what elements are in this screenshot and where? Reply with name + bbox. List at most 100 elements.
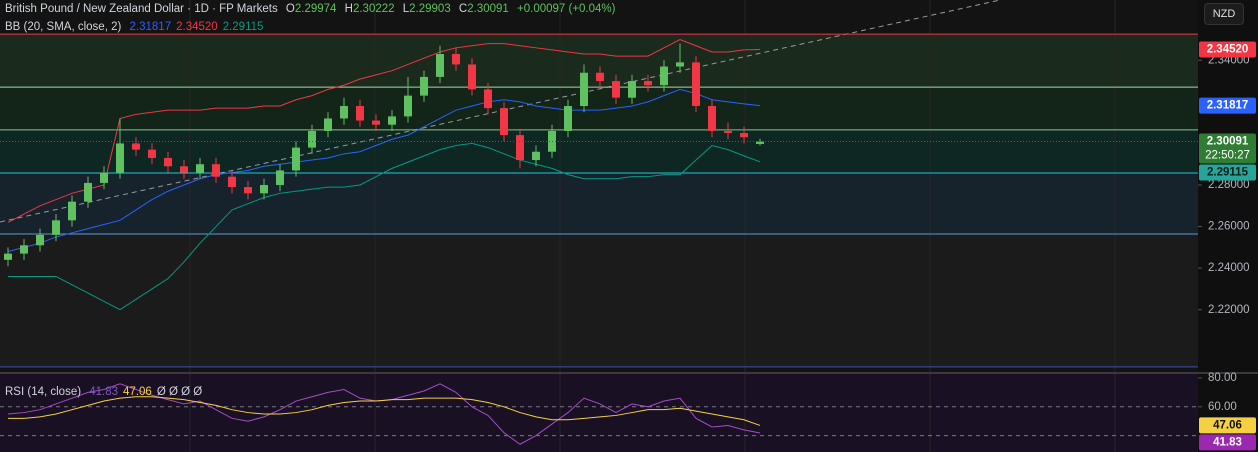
price-badge	[1199, 164, 1256, 181]
candle-body	[756, 141, 764, 144]
candle-body	[692, 62, 700, 107]
candle-body	[68, 201, 76, 221]
price-badge-sublabel: 22:50:27	[1205, 150, 1250, 162]
candle-body	[164, 157, 172, 167]
change: +0.00097 (+0.04%)	[517, 3, 616, 15]
candle-body	[20, 245, 28, 254]
y-tick-label: 2.22000	[1208, 304, 1250, 316]
level-zone	[0, 87, 1198, 130]
ohlc-value: 2.29974	[294, 3, 337, 15]
series-line	[8, 396, 761, 426]
candle-body	[452, 54, 460, 65]
candle-body	[260, 185, 268, 194]
level-zone	[0, 234, 1198, 367]
candle-body	[420, 76, 428, 96]
candle-body	[212, 164, 220, 177]
indicator-value: 2.34520	[176, 21, 218, 33]
ohlc-value: 2.30222	[352, 3, 395, 15]
candle-body	[180, 166, 188, 173]
rsi-legend: RSI (14, close) 41.83 47.06 Ø Ø Ø Ø	[5, 386, 207, 398]
symbol: British Pound / New Zealand Dollar · 1D …	[5, 3, 278, 15]
level-zone	[0, 172, 1198, 235]
candle-body	[644, 81, 652, 86]
y-tick-label: 2.26000	[1208, 221, 1250, 233]
candle-body	[308, 130, 316, 148]
status-line: British Pound / New Zealand Dollar · 1D …	[5, 3, 620, 15]
ohlc-key: L	[402, 3, 410, 15]
candle-body	[660, 66, 668, 86]
price-badge-label: 2.29115	[1207, 167, 1249, 179]
indicator-value: 41.83	[89, 386, 119, 398]
price-badge	[1199, 133, 1256, 164]
indicator-value: 2.31817	[129, 21, 172, 33]
candle-body	[708, 106, 716, 131]
series-line	[7, 88, 761, 253]
candle-body	[740, 133, 748, 138]
currency-button[interactable]: NZD	[1204, 3, 1244, 25]
candle-body	[116, 143, 124, 173]
price-badge-label: 2.30091	[1207, 136, 1249, 148]
candle-body	[564, 106, 572, 131]
candle-body	[724, 130, 732, 134]
zones	[0, 34, 1198, 367]
price-badge-label: 41.83	[1213, 436, 1242, 448]
candle-body	[404, 95, 412, 117]
candle-body	[100, 172, 108, 183]
candle-body	[612, 81, 620, 98]
candle-body	[596, 72, 604, 82]
candle-body	[84, 182, 92, 202]
candle-body	[532, 151, 540, 161]
ohlc-value: 2.29903	[409, 3, 451, 15]
candle-body	[356, 106, 364, 121]
indicator-name: BB (20, SMA, close, 2)	[5, 21, 122, 33]
indicator-value: 47.06	[123, 386, 152, 398]
candle-body	[468, 64, 476, 90]
price-badge-label: 2.31817	[1207, 100, 1249, 112]
bb-legend: BB (20, SMA, close, 2) 2.31817 2.34520 2.2…	[5, 21, 268, 33]
candle-body	[388, 116, 396, 125]
price-badge-label: 2.34520	[1207, 44, 1249, 56]
candle-body	[196, 164, 204, 173]
y-tick-label: 2.24000	[1208, 262, 1250, 274]
price-axis	[1198, 0, 1258, 452]
candle-body	[340, 106, 348, 119]
y-tick-label: 60.00	[1208, 401, 1237, 413]
ohlc-key: C	[458, 3, 468, 15]
level-zone	[0, 129, 1198, 173]
ohlc-value: 2.30091	[467, 3, 509, 15]
candle-body	[292, 147, 300, 171]
y-tick-label: 80.00	[1208, 372, 1237, 384]
candle-body	[500, 108, 508, 136]
rsi-pane	[0, 374, 1198, 452]
series-line	[7, 38, 761, 223]
ohlc-key: H	[344, 3, 353, 15]
candle-body	[484, 89, 492, 109]
indicator-name: RSI (14, close)	[5, 386, 82, 398]
price-badge	[1199, 434, 1256, 451]
indicator-value: 2.29115	[222, 21, 264, 33]
candle-body	[36, 234, 44, 246]
candle-body	[52, 220, 60, 235]
candle-body	[372, 120, 380, 125]
candle-body	[132, 143, 140, 150]
candle-body	[228, 176, 236, 188]
price-badge	[1199, 41, 1256, 58]
price-badge	[1199, 97, 1256, 114]
ohlc-key: O	[285, 3, 295, 15]
candle-body	[516, 135, 524, 161]
indicator-value: Ø Ø Ø Ø	[156, 386, 203, 398]
candle-body	[4, 253, 12, 260]
candle-body	[436, 54, 444, 77]
candle-body	[244, 187, 252, 194]
series-line	[8, 142, 761, 311]
candle-body	[148, 149, 156, 158]
price-badge	[1199, 417, 1256, 434]
y-tick-label: 2.28000	[1208, 179, 1250, 191]
candle-body	[276, 170, 284, 185]
candle-body	[324, 118, 332, 131]
price-badge-label: 47.06	[1213, 419, 1242, 431]
candle-body	[580, 72, 588, 107]
candle-body	[676, 62, 684, 67]
